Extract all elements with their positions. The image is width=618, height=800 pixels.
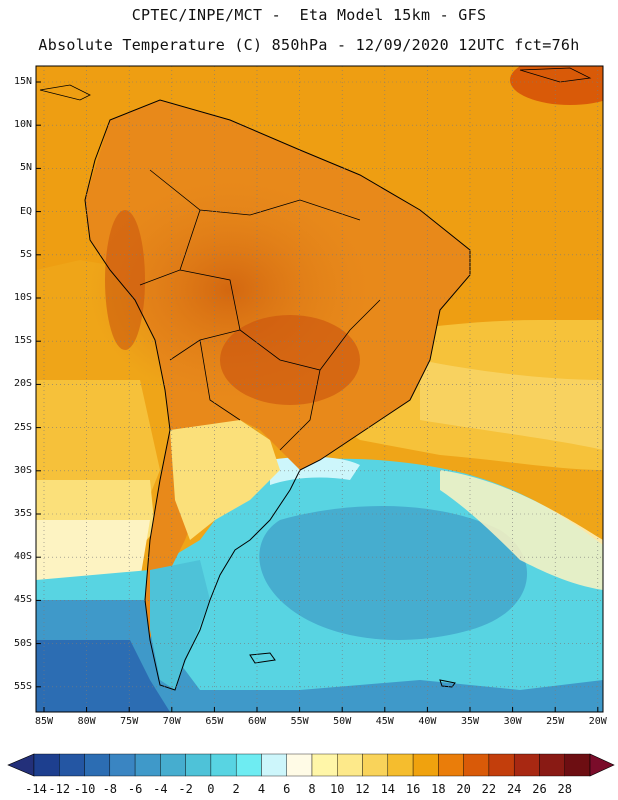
- lat-label-55s: 55S: [13, 680, 32, 692]
- lat-label-eq: EQ: [19, 205, 32, 217]
- colorbar-label: -8: [102, 782, 118, 796]
- falkland-islands: [249, 652, 276, 664]
- colorbar-segment: [185, 753, 212, 777]
- colorbar-label: 8: [308, 782, 316, 796]
- lon-label-45w: 45W: [375, 716, 394, 727]
- warm-tongue-southeast: [440, 470, 603, 590]
- argentina-temperate-land: [170, 420, 280, 540]
- colorbar-label: 6: [283, 782, 291, 796]
- colorbar-segment: [59, 753, 85, 777]
- colorbar-segment: [286, 753, 313, 777]
- lon-label-85w: 85W: [34, 716, 54, 727]
- lat-label-10n: 10N: [13, 119, 32, 131]
- colorbar-label: 14: [380, 782, 396, 796]
- colorbar-segment: [160, 753, 186, 777]
- colorbar-segment: [261, 753, 287, 777]
- andes-heat-core: [105, 210, 145, 350]
- colorbar-label: -2: [178, 782, 193, 796]
- lon-label-20w: 20W: [588, 716, 607, 727]
- colorbar-segment: [134, 753, 161, 777]
- colorbar-label: 4: [257, 782, 266, 796]
- colorbar-segment: [463, 753, 490, 777]
- lon-label-70w: 70W: [162, 716, 181, 727]
- subtropical-atlantic-light: [420, 360, 603, 450]
- colorbar-label: 22: [481, 782, 497, 796]
- colorbar-label: 2: [232, 782, 240, 796]
- lon-label-30w: 30W: [503, 716, 522, 727]
- lat-label-30s: 30S: [13, 464, 32, 476]
- lat-label-15n: 15N: [13, 76, 32, 87]
- colorbar-segment: [539, 753, 565, 777]
- polar-air-south: [36, 600, 603, 712]
- lon-label-65w: 65W: [205, 716, 224, 727]
- lon-label-40w: 40W: [418, 716, 437, 727]
- map-frame: [35, 65, 604, 713]
- colorbar-label: 24: [506, 782, 522, 796]
- colorbar-label: 16: [405, 782, 421, 796]
- polar-core-southwest: [36, 640, 170, 712]
- colorbar-label: 28: [557, 782, 572, 796]
- lat-label-15s: 15S: [13, 335, 32, 347]
- colorbar-low-arrow: [7, 753, 35, 777]
- map-ticks: [36, 81, 599, 712]
- pacific-pale-band: [36, 520, 150, 585]
- lat-label-25s: 25S: [13, 421, 32, 433]
- colorbar-label: 26: [532, 782, 547, 796]
- title-line-1: CPTEC/INPE/MCT - Eta Model 15km - GFS: [131, 6, 487, 24]
- lat-label-40s: 40S: [13, 551, 32, 563]
- lon-label-35w: 35W: [460, 716, 480, 727]
- colorbar-label: -12: [48, 782, 71, 796]
- lat-label-5s: 5S: [19, 248, 32, 260]
- temperature-colorbar: [7, 753, 615, 777]
- lon-label-60w: 60W: [247, 716, 267, 727]
- central-brazil-heat-core: [220, 315, 360, 405]
- lon-label-50w: 50W: [333, 716, 352, 727]
- colorbar-segment: [235, 753, 262, 777]
- colorbar-label: -14: [25, 782, 47, 796]
- lon-label-55w: 55W: [290, 716, 309, 727]
- colorbar-segment: [564, 753, 591, 777]
- lat-label-20s: 20S: [13, 378, 32, 390]
- colorbar-segment: [387, 753, 414, 777]
- colorbar-segment: [438, 753, 464, 777]
- colorbar-high-arrow: [589, 753, 615, 777]
- colorbar-label: 18: [431, 782, 446, 796]
- title-line-2: Absolute Temperature (C) 850hPa - 12/09/…: [38, 36, 580, 54]
- lon-label-80w: 80W: [77, 716, 96, 727]
- colorbar-segment: [33, 753, 60, 777]
- lon-label-25w: 25W: [546, 716, 565, 727]
- colorbar-segment: [311, 753, 338, 777]
- colorbar-label: -4: [153, 782, 168, 796]
- colorbar-segment: [109, 753, 136, 777]
- caribbean-islands: [39, 67, 592, 101]
- colorbar-segment: [337, 753, 363, 777]
- colorbar-segment: [488, 753, 515, 777]
- lat-label-50s: 50S: [13, 637, 32, 649]
- map-gridlines: [36, 66, 603, 712]
- cold-core-atlantic: [259, 506, 528, 640]
- frontal-zone-plata: [270, 456, 360, 485]
- colorbar-segment: [513, 753, 540, 777]
- colorbar-label: 12: [355, 782, 370, 796]
- lon-label-75w: 75W: [120, 716, 139, 727]
- colorbar-segment: [412, 753, 439, 777]
- colorbar-segment: [84, 753, 111, 777]
- colorbar-label: -10: [73, 782, 96, 796]
- colorbar-segment: [362, 753, 389, 777]
- colorbar-label: -6: [127, 782, 143, 796]
- lat-label-5n: 5N: [19, 162, 32, 174]
- lat-label-45s: 45S: [13, 594, 32, 606]
- colorbar-label: 20: [456, 782, 471, 796]
- lat-label-10s: 10S: [13, 292, 32, 303]
- colorbar-label: 0: [207, 782, 215, 796]
- country-borders: [139, 169, 381, 451]
- caribbean-hot-patch: [510, 66, 603, 105]
- patagonia-cold-land: [150, 560, 210, 690]
- colorbar-label: 10: [330, 782, 345, 796]
- colorbar-segment: [210, 753, 237, 777]
- lat-label-35s: 35S: [13, 508, 32, 519]
